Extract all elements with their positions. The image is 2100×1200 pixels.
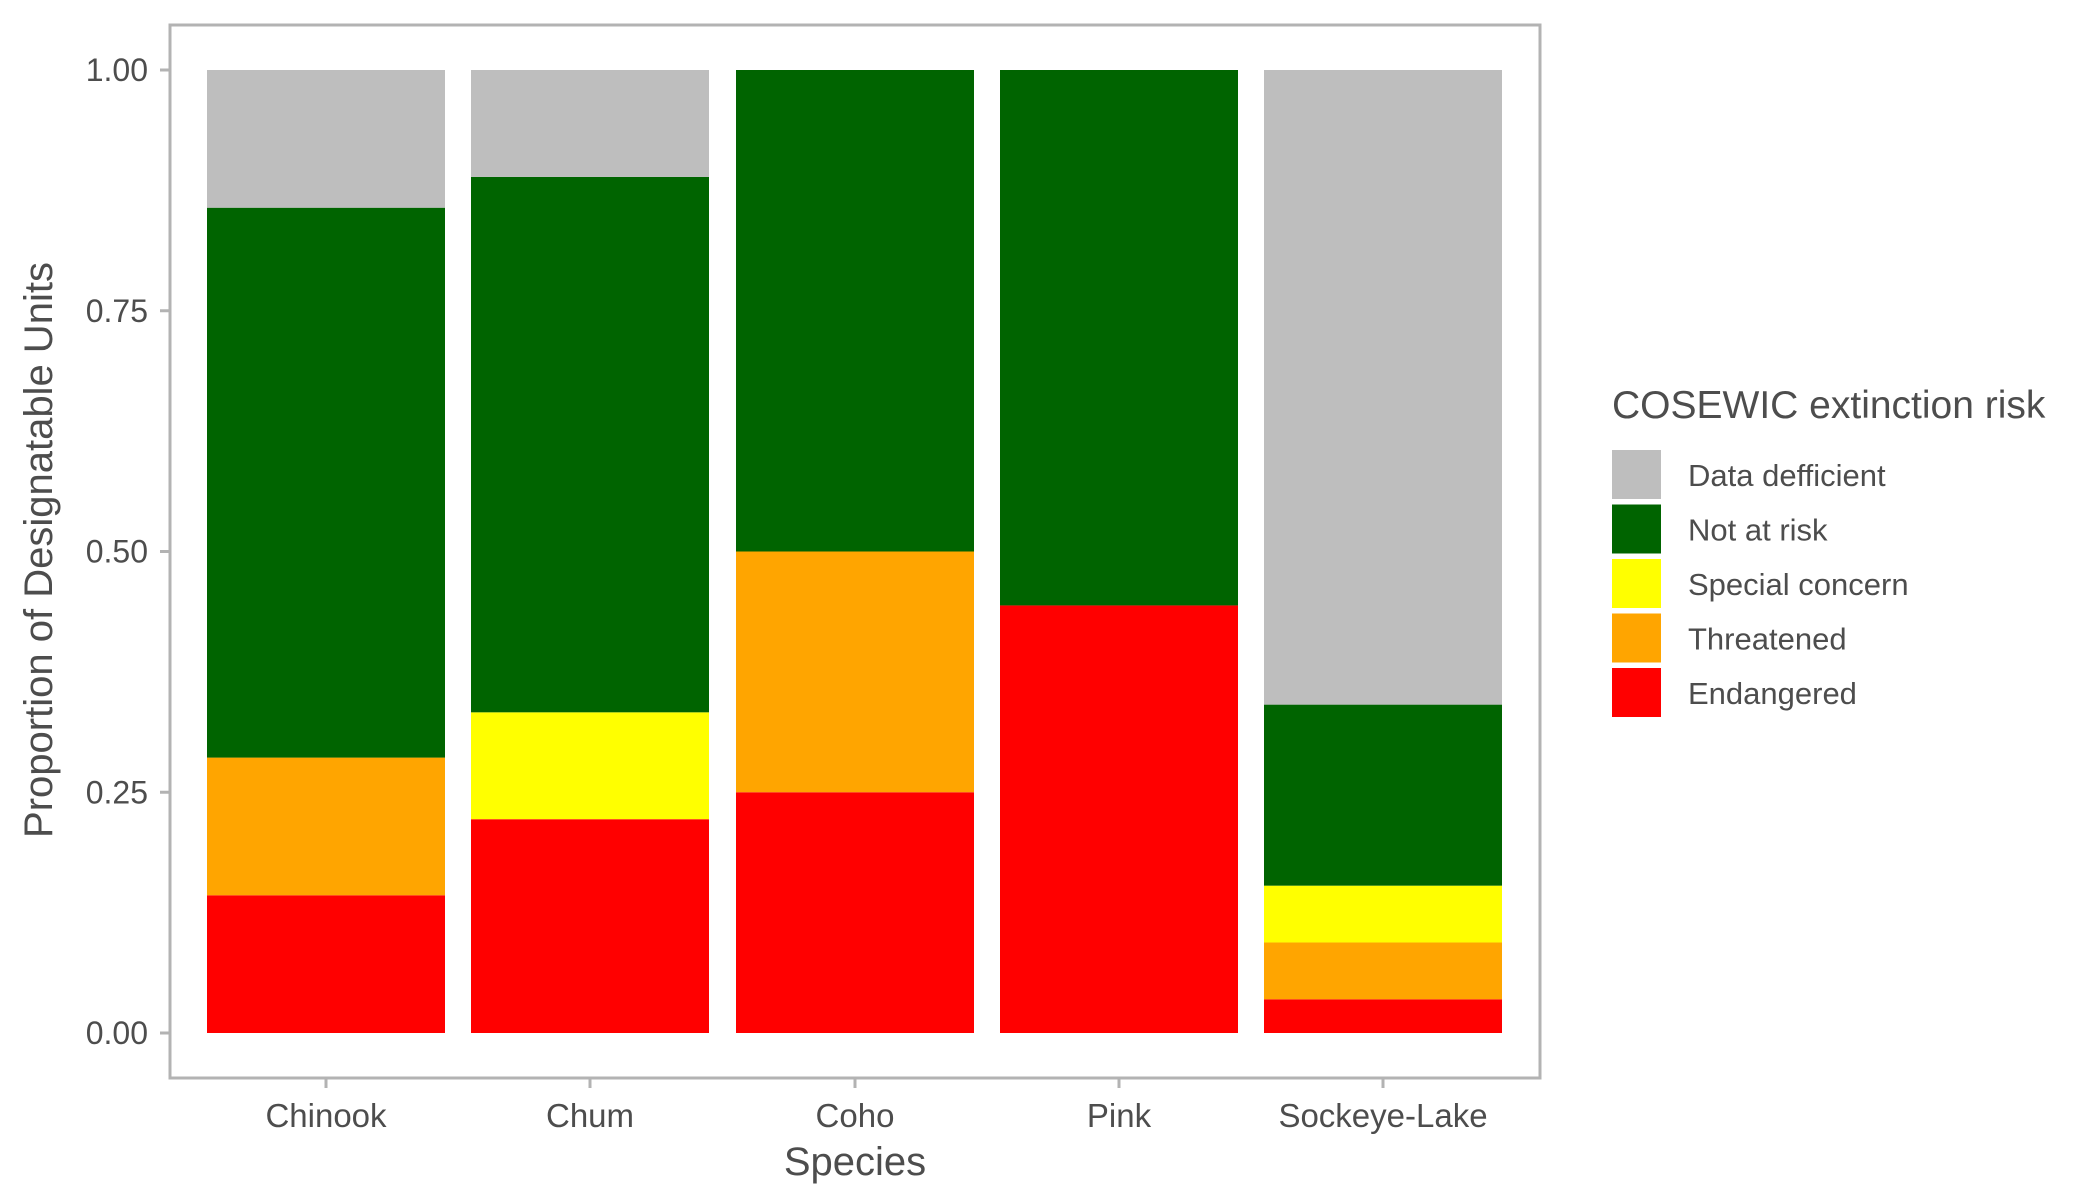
- legend-swatch-special-concern: [1612, 559, 1661, 608]
- x-tick-label: Pink: [1087, 1097, 1152, 1134]
- legend-items: Data defficient Not at risk Special concer…: [1612, 450, 1909, 717]
- bar-segment-sockeye-lake-threatened: [1264, 942, 1502, 1000]
- bar-segment-chinook-endangered: [207, 895, 445, 1033]
- legend-label: Threatened: [1688, 622, 1847, 657]
- bar-segment-coho-threatened: [736, 551, 974, 793]
- y-axis-title: Proportion of Designatable Units: [17, 262, 61, 838]
- legend-swatch-data-defficient: [1612, 450, 1661, 499]
- y-tick-label: 0.00: [86, 1015, 148, 1051]
- legend: COSEWIC extinction risk Data defficient N…: [1612, 384, 2046, 717]
- bar-segment-chinook-data-defficient: [207, 70, 445, 208]
- x-tick-label: Coho: [816, 1097, 895, 1134]
- legend-label: Not at risk: [1688, 513, 1828, 548]
- bar-segment-coho-not-at-risk: [736, 70, 974, 552]
- x-tick-label: Chinook: [265, 1097, 387, 1134]
- x-tick-label: Sockeye-Lake: [1278, 1097, 1487, 1134]
- bar-segment-sockeye-lake-special-concern: [1264, 885, 1502, 943]
- bar-segment-chum-endangered: [471, 819, 709, 1033]
- x-tick-label: Chum: [546, 1097, 634, 1134]
- bar-segment-chum-data-defficient: [471, 70, 709, 177]
- legend-swatch-endangered: [1612, 668, 1661, 717]
- bar-segment-chum-special-concern: [471, 712, 709, 820]
- bar-segment-pink-not-at-risk: [1000, 70, 1238, 606]
- bars-layer: [207, 70, 1502, 1033]
- y-tick-label: 0.75: [86, 293, 148, 329]
- y-tick-label: 0.25: [86, 774, 148, 810]
- y-tick-label: 0.50: [86, 534, 148, 570]
- legend-title: COSEWIC extinction risk: [1612, 384, 2046, 427]
- y-axis: 0.00 0.25 0.50 0.75 1.00: [86, 52, 170, 1051]
- x-axis-title: Species: [784, 1140, 926, 1184]
- legend-label: Endangered: [1688, 676, 1857, 711]
- bar-segment-coho-endangered: [736, 792, 974, 1033]
- bar-segment-sockeye-lake-endangered: [1264, 999, 1502, 1033]
- bar-segment-chinook-not-at-risk: [207, 207, 445, 758]
- bar-segment-chinook-threatened: [207, 757, 445, 896]
- legend-label: Data defficient: [1688, 458, 1886, 493]
- legend-label: Special concern: [1688, 567, 1909, 602]
- x-axis: Chinook Chum Coho Pink Sockeye-Lake: [265, 1078, 1488, 1134]
- y-tick-label: 1.00: [86, 52, 148, 88]
- bar-segment-sockeye-lake-not-at-risk: [1264, 704, 1502, 886]
- bar-segment-sockeye-lake-data-defficient: [1264, 70, 1502, 705]
- bar-segment-chum-not-at-risk: [471, 176, 709, 713]
- legend-swatch-threatened: [1612, 613, 1661, 663]
- bar-segment-pink-endangered: [1000, 605, 1238, 1033]
- legend-swatch-not-at-risk: [1612, 504, 1661, 554]
